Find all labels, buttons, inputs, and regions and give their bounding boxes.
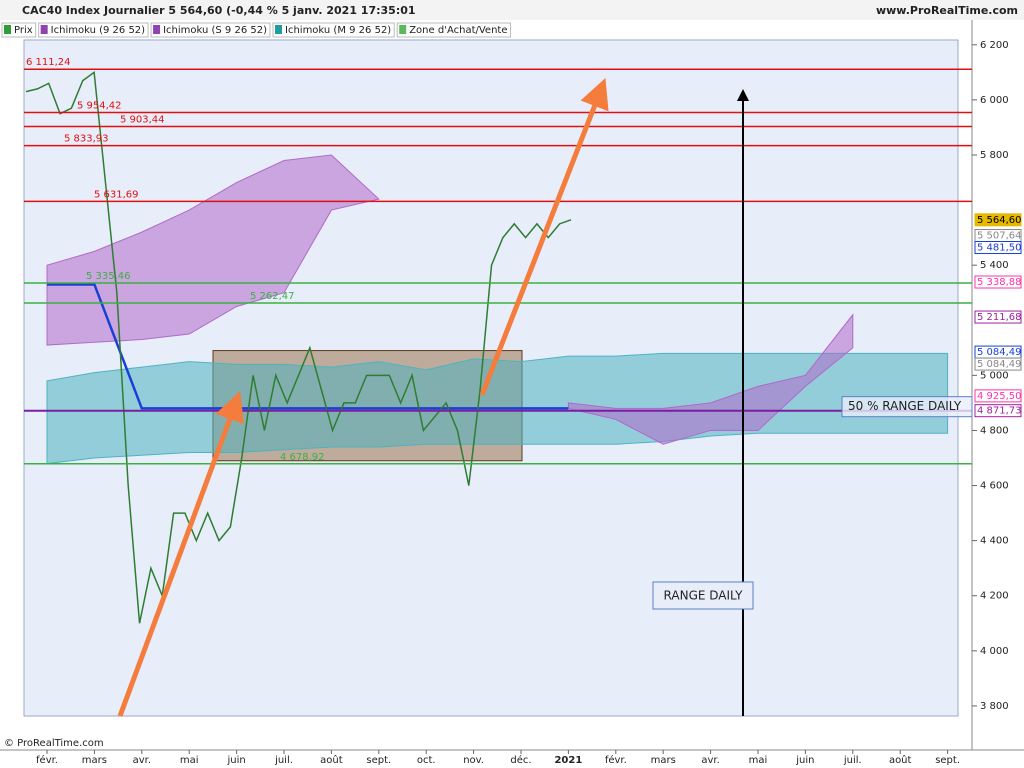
legend-swatch: [153, 25, 161, 34]
y-tick-label: 5 400: [980, 260, 1009, 271]
level-label: 6 111,24: [26, 57, 71, 68]
header-bar: [0, 0, 1024, 20]
level-label-box: [841, 396, 973, 418]
copyright: © ProRealTime.com: [4, 738, 104, 749]
source: www.ProRealTime.com: [876, 4, 1018, 17]
value-tag: [974, 404, 1022, 418]
value-tag-label: 5 338,88: [977, 277, 1022, 288]
y-tick-label: 5 800: [980, 150, 1009, 161]
value-tag: [974, 389, 1022, 403]
value-tag-label: 5 084,49: [977, 359, 1022, 370]
value-tag-label: 5 211,68: [977, 312, 1022, 323]
legend-swatch: [4, 25, 11, 34]
x-tick-label: nov.: [463, 755, 484, 766]
legend-frame: [38, 22, 149, 38]
x-tick-label: juil.: [843, 755, 862, 766]
value-tag-label: 4 871,73: [977, 406, 1022, 417]
x-tick-label: oct.: [417, 755, 436, 766]
x-tick-label: mai: [180, 755, 199, 766]
x-tick-label: févr.: [36, 754, 58, 766]
y-tick-label: 6 000: [980, 95, 1009, 106]
value-tag: [974, 357, 1022, 371]
x-tick-label: sept.: [935, 755, 960, 766]
price-line: [25, 70, 572, 624]
x-tick-label: juil.: [274, 755, 293, 766]
legend-frame: [272, 22, 395, 38]
x-tick-label: août: [320, 754, 343, 766]
legend-swatch: [399, 25, 407, 34]
level-label: 5 833,93: [64, 134, 109, 145]
trend-arrow: [117, 390, 244, 717]
value-tag-label: 5 507,64: [977, 231, 1022, 242]
value-tag: [974, 310, 1022, 324]
level-label: 50 % RANGE DAILY: [848, 399, 962, 413]
y-tick-label: 4 200: [980, 591, 1009, 602]
value-tag-label: 5 564,60: [977, 215, 1022, 226]
x-tick-label: juin: [795, 755, 814, 766]
legend-swatch: [275, 25, 282, 34]
legend-label: Ichimoku (S 9 26 52): [163, 25, 267, 36]
y-tick-label: 5 000: [980, 370, 1009, 381]
legend-swatch: [40, 25, 48, 34]
legend-frame: [396, 22, 511, 38]
x-tick-label: août: [889, 754, 912, 766]
value-tag: [974, 241, 1022, 255]
level-label: 4 678,92: [280, 452, 325, 463]
x-tick-label: févr.: [605, 754, 627, 766]
y-tick-label: 3 800: [980, 701, 1009, 712]
level-label: 5 262,47: [250, 291, 295, 302]
y-tick-label: 4 000: [980, 646, 1009, 657]
level-label: 5 335,46: [86, 271, 131, 282]
x-tick-label: mai: [749, 755, 768, 766]
ichimoku-cloud: [567, 313, 854, 445]
value-tag: [974, 275, 1022, 289]
annotation-box: [652, 581, 754, 610]
level-label: 5 903,44: [120, 114, 165, 125]
legend-frame: [1, 22, 37, 38]
legend-label: Prix: [14, 25, 33, 36]
x-tick-label: sept.: [366, 755, 391, 766]
legend-frame: [150, 22, 271, 38]
legend-label: Ichimoku (M 9 26 52): [285, 25, 391, 36]
x-tick-label: 2021: [554, 755, 582, 766]
ichimoku-cloud: [46, 154, 380, 346]
x-tick-label: mars: [82, 755, 107, 766]
level-label: 5 631,69: [94, 189, 139, 200]
annotation: RANGE DAILY: [664, 589, 744, 603]
x-tick-label: mars: [651, 755, 676, 766]
ichimoku-line: [47, 283, 569, 410]
y-tick-label: 6 200: [980, 40, 1009, 51]
level-label: 5 954,42: [77, 100, 122, 111]
value-tag: [974, 213, 1022, 227]
trend-arrow: [479, 78, 609, 396]
value-tag-label: 4 925,50: [977, 391, 1022, 402]
y-tick-label: 4 400: [980, 536, 1009, 547]
value-tag-label: 5 481,50: [977, 243, 1022, 254]
y-tick-label: 4 600: [980, 481, 1009, 492]
x-tick-label: avr.: [133, 755, 151, 766]
value-tag-label: 5 084,49: [977, 347, 1022, 358]
x-tick-label: juin: [226, 755, 245, 766]
legend-label: Ichimoku (9 26 52): [51, 25, 145, 36]
x-tick-label: avr.: [701, 755, 719, 766]
legend-label: Zone d'Achat/Vente: [409, 25, 507, 36]
chart-title: CAC40 Index Journalier 5 564,60 (-0,44 %…: [22, 4, 416, 17]
y-tick-label: 4 800: [980, 425, 1009, 436]
x-tick-label: déc.: [510, 754, 531, 766]
